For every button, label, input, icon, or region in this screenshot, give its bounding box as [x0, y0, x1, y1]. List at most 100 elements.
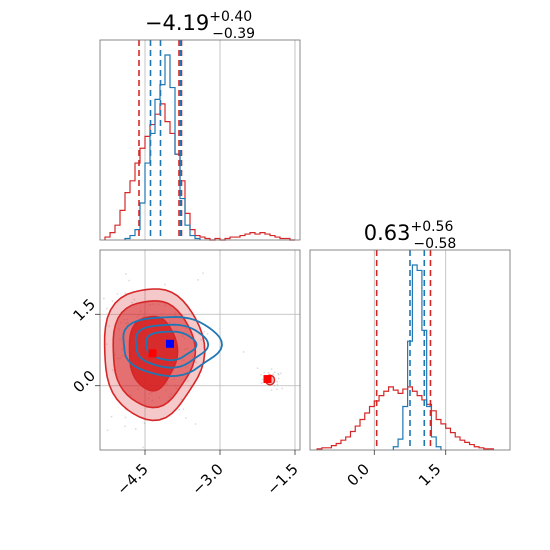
scatter-point [277, 377, 280, 380]
bl-x-tick-label-2: −1.5 [263, 460, 301, 498]
blue-contour-level-0 [145, 330, 198, 362]
scatter-point [133, 298, 136, 301]
bl-markers [148, 339, 272, 384]
scatter-point [277, 373, 280, 376]
scatter-point [84, 362, 86, 364]
blue-marker-0 [166, 339, 174, 348]
scatter-point [206, 332, 209, 335]
br-title-plus: +0.56 [410, 219, 453, 235]
bl-axes-frame [99, 249, 301, 451]
scatter-point [106, 307, 108, 310]
scatter-point [95, 327, 97, 329]
scatter-point [110, 415, 113, 418]
scatter-point [144, 508, 146, 510]
br-x-tick-label-0: 0.0 [344, 460, 374, 490]
scatter-point [143, 422, 146, 425]
tl-gridlines [144, 40, 296, 240]
red-histogram-step [316, 386, 494, 450]
tl-title-value: −4.19 [145, 11, 209, 35]
scatter-point [272, 373, 275, 376]
scatter-point [277, 372, 280, 375]
scatter-point [273, 371, 276, 374]
red-histogram-step [104, 103, 295, 241]
tl-axes-frame [99, 39, 301, 241]
tl-title-minus: −0.39 [212, 26, 255, 42]
blue-histogram-step [124, 54, 201, 240]
scatter-point [276, 383, 279, 386]
scatter-point [202, 272, 204, 275]
br-title-minus: −0.58 [413, 236, 456, 252]
scatter-point [276, 380, 279, 383]
scatter-point [267, 371, 270, 374]
bl-y-tick-label-1: 1.5 [69, 295, 99, 325]
br-x-ticks: 0.0 1.5 [344, 450, 447, 490]
scatter-point [180, 398, 183, 401]
bl-x-ticks: −4.5 −3.0 −1.5 [113, 450, 302, 499]
blue-contour-level-2 [122, 316, 223, 378]
br-quantile-lines [375, 250, 432, 450]
scatter-point [260, 382, 263, 385]
br-histograms [316, 264, 494, 450]
br-gridlines [373, 250, 447, 450]
red-marker-0 [148, 349, 157, 358]
scatter-point [142, 446, 145, 449]
scatter-point [94, 370, 96, 372]
scatter-point [36, 307, 38, 309]
red-marker-1 [263, 375, 272, 384]
scatter-point [105, 343, 108, 346]
scatter-point [256, 367, 259, 370]
scatter-point [182, 408, 185, 411]
tl-title: −4.19+0.40 −0.39 [145, 9, 255, 42]
scatter-point [197, 279, 200, 281]
bl-x-tick-label-1: −3.0 [188, 460, 226, 498]
scatter-point [111, 368, 114, 371]
scatter-point [178, 408, 181, 411]
br-x-tick-label-1: 1.5 [415, 460, 445, 490]
bl-x-tick-label-0: −4.5 [113, 460, 151, 498]
br-title: 0.63+0.56 −0.58 [364, 219, 457, 252]
scatter-point [187, 380, 189, 382]
scatter-point [124, 292, 127, 295]
scatter-point [124, 425, 127, 428]
scatter-point [125, 273, 127, 275]
scatter-point [260, 373, 262, 376]
scatter-point [275, 388, 278, 391]
scatter-point [111, 300, 114, 302]
scatter-point [200, 339, 203, 341]
bl-y-ticks: 0.0 1.5 [69, 295, 100, 396]
blue-histogram-step [392, 264, 442, 450]
scatter-point [195, 361, 198, 364]
scatter-point [185, 417, 187, 419]
scatter-point [106, 429, 109, 432]
tl-quantile-lines [138, 40, 183, 240]
scatter-point [124, 416, 127, 419]
blue-contour-level-1 [134, 323, 210, 369]
scatter-point [280, 372, 282, 375]
tl-title-plus: +0.40 [209, 9, 252, 25]
panel-top-left: −4.19+0.40 −0.39 [99, 9, 301, 241]
scatter-point [261, 378, 264, 381]
scatter-point [281, 387, 284, 390]
tl-histograms [104, 54, 295, 241]
scatter-point [134, 428, 137, 430]
scatter-point [273, 384, 276, 387]
scatter-point [270, 389, 273, 391]
scatter-point [108, 325, 110, 328]
scatter-point [194, 423, 197, 425]
br-axes-frame [309, 249, 511, 451]
bl-contours [103, 288, 276, 422]
scatter-point [263, 371, 266, 374]
bl-y-tick-label-0: 0.0 [69, 367, 99, 397]
scatter-point [203, 330, 206, 333]
scatter-point [103, 297, 105, 300]
panel-bottom-right: 0.0 1.5 0.63+0.56 −0.58 [309, 219, 511, 490]
scatter-point [242, 351, 245, 353]
scatter-point [93, 344, 95, 346]
scatter-point [163, 283, 166, 286]
scatter-point [189, 384, 192, 387]
scatter-point [128, 279, 131, 282]
br-title-value: 0.63 [364, 221, 411, 245]
scatter-point [270, 368, 273, 371]
scatter-point [131, 301, 133, 304]
